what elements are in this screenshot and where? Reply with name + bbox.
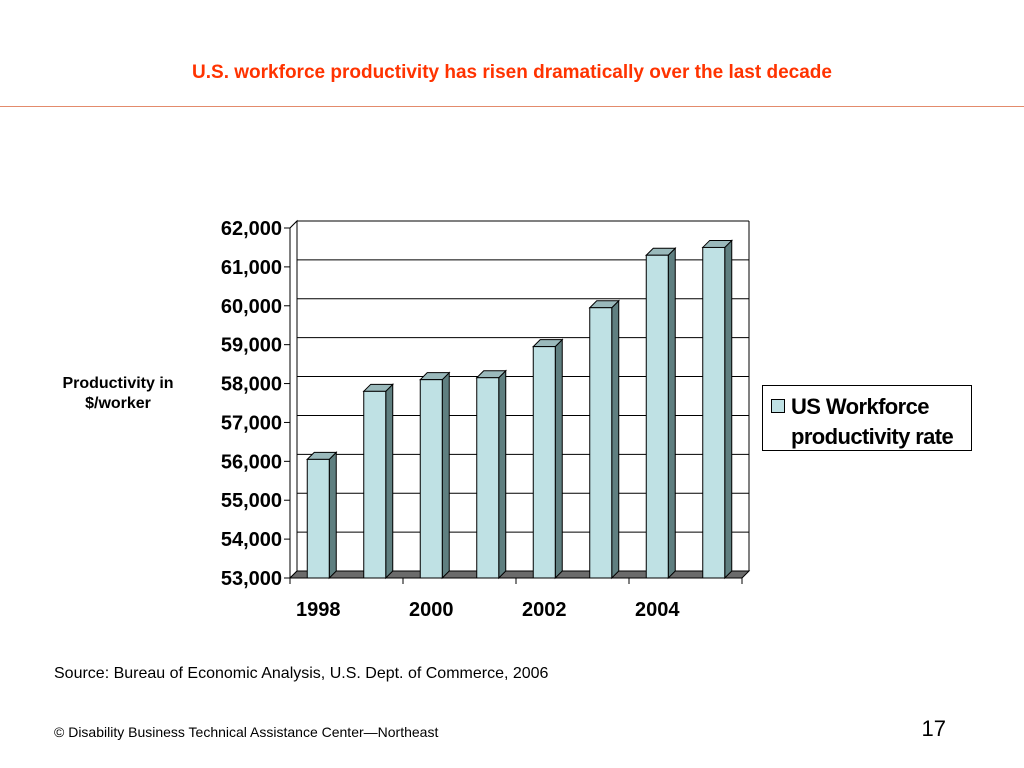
y-tick-label: 57,000	[221, 412, 282, 434]
x-tick-label: 2002	[522, 599, 567, 621]
chart-legend: US Workforce productivity rate	[762, 385, 972, 451]
bar-side	[328, 451, 337, 580]
bar	[306, 458, 330, 579]
bar	[532, 346, 556, 579]
bar-side	[667, 247, 676, 580]
y-tick-label: 56,000	[221, 451, 282, 473]
y-axis-label: Productivity in $/worker	[62, 375, 174, 412]
title-divider	[0, 106, 1024, 107]
x-tick-label: 2004	[635, 599, 680, 621]
chart-floor	[288, 570, 751, 579]
y-tick-label: 58,000	[221, 374, 282, 396]
legend-label: US Workforce productivity rate	[791, 394, 954, 449]
bar	[589, 307, 613, 579]
y-tick-label: 54,000	[221, 529, 282, 551]
y-tick-label: 55,000	[221, 490, 282, 512]
y-axis-wall	[289, 219, 298, 580]
bar-side	[554, 338, 563, 580]
axes	[284, 219, 751, 584]
bar	[476, 377, 500, 579]
x-tick-label: 1998	[296, 599, 341, 621]
bar	[363, 390, 387, 579]
gridlines	[289, 220, 749, 579]
bar-side	[611, 299, 620, 580]
x-tick-label: 2000	[409, 599, 454, 621]
bar-side	[498, 369, 507, 580]
page-number: 17	[921, 716, 946, 741]
y-tick-label: 60,000	[221, 296, 282, 318]
y-tick-label: 59,000	[221, 335, 282, 357]
bar	[419, 379, 443, 579]
copyright-footer: © Disability Business Technical Assistan…	[54, 724, 439, 740]
y-tick-label: 62,000	[221, 218, 282, 240]
bars	[306, 239, 733, 580]
bar-side	[441, 371, 450, 580]
legend-swatch	[771, 399, 785, 413]
bar	[645, 254, 669, 579]
bar	[702, 246, 726, 579]
bar-side	[724, 239, 733, 580]
y-tick-label: 61,000	[221, 257, 282, 279]
bar-side	[385, 383, 394, 580]
tick-labels: 53,000 54,000 55,000 56,000 57,000 58,000 59,0…	[221, 218, 681, 621]
y-tick-label: 53,000	[221, 568, 282, 590]
slide-title: U.S. workforce productivity has risen dr…	[192, 62, 832, 83]
source-note: Source: Bureau of Economic Analysis, U.S…	[54, 665, 549, 682]
